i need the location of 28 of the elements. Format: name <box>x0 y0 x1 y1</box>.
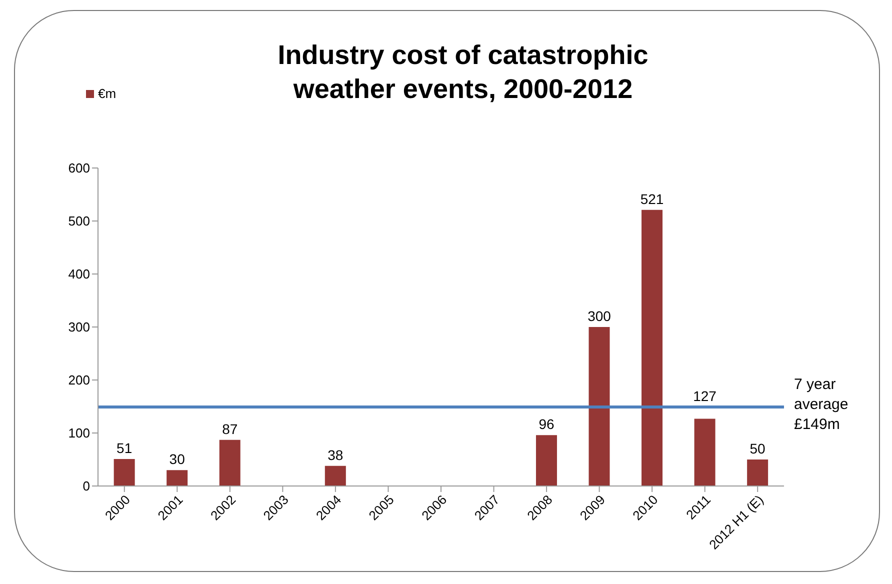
legend-label: €m <box>97 86 116 101</box>
text: 38 <box>328 446 344 463</box>
text: 51 <box>116 440 132 456</box>
bar <box>642 210 663 486</box>
bar <box>747 460 768 486</box>
bar <box>324 466 346 486</box>
bar <box>166 470 188 486</box>
y-tick-label: 200 <box>68 372 90 388</box>
text: 96 <box>538 416 554 432</box>
ref-line-label: 7 year average £149m <box>794 376 848 434</box>
chart-title: Industry cost of catastrophic weather events, 2000-2012 <box>276 39 650 106</box>
y-tick-label: 300 <box>68 320 90 335</box>
bar <box>588 327 610 486</box>
y-tick-label: 100 <box>68 426 90 441</box>
y-tick-label: 600 <box>68 160 90 176</box>
text: 87 <box>222 420 238 437</box>
bar <box>219 440 240 486</box>
y-tick-label: 400 <box>68 266 90 282</box>
y-tick-label: 0 <box>82 478 90 494</box>
bar <box>694 418 716 486</box>
text: 300 <box>588 308 611 324</box>
text: 127 <box>693 388 716 404</box>
y-tick-label: 500 <box>68 214 90 229</box>
text: 30 <box>169 451 185 468</box>
text: 50 <box>750 440 766 456</box>
bar <box>536 435 557 486</box>
text: 521 <box>640 190 664 207</box>
bar <box>114 458 135 486</box>
